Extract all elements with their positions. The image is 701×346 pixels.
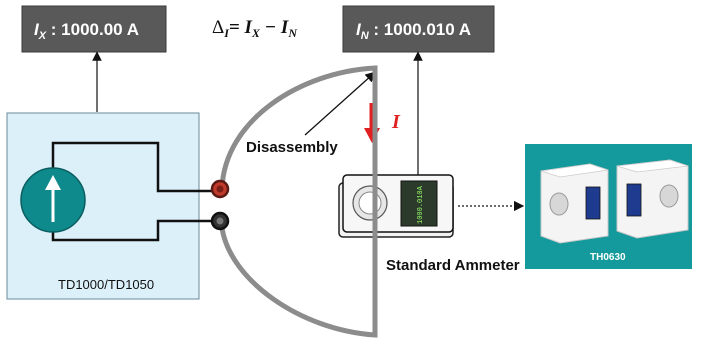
standard-ammeter: 1000.010A — [338, 174, 454, 238]
device-unit-right-hole — [659, 184, 679, 208]
source-arrow-icon — [45, 175, 61, 190]
red-terminal-core — [216, 185, 224, 193]
difference-formula: ΔI= IX − IN — [212, 17, 298, 40]
device-unit-left — [540, 163, 609, 244]
device-unit-right-top — [616, 159, 689, 173]
disassembly-label: Disassembly — [246, 139, 338, 156]
in-readout-text: IN : 1000.010 A — [356, 20, 471, 42]
black-terminal-core — [216, 217, 224, 225]
ix-readout-box — [21, 5, 167, 53]
device-panel: TH0630 — [525, 144, 692, 269]
source-wire-top — [51, 141, 218, 193]
ammeter-display-text: 1000.010A — [417, 185, 425, 224]
in-readout: IN : 1000.010 A — [342, 5, 495, 53]
source-wire-bottom — [51, 219, 218, 242]
ammeter-display — [400, 180, 438, 227]
ix-readout-text: IX : 1000.00 A — [34, 20, 139, 42]
device-unit-left-hole — [549, 192, 569, 216]
in-readout-box — [342, 5, 495, 53]
device-model-label: TH0630 — [590, 252, 626, 263]
device-unit-left-top — [540, 163, 609, 178]
device-unit-left-screen — [585, 186, 601, 220]
current-label: I — [391, 111, 401, 133]
ammeter-aperture-inner — [358, 191, 382, 215]
device-unit-right — [616, 159, 689, 239]
source-label: TD1000/TD1050 — [58, 277, 154, 292]
current-arrow-icon — [364, 128, 380, 143]
ix-readout: IX : 1000.00 A — [21, 5, 167, 53]
source-panel: TD1000/TD1050 — [6, 112, 218, 300]
device-unit-right-screen — [626, 183, 642, 217]
disassembly-pointer — [304, 71, 376, 136]
standard-ammeter-label: Standard Ammeter — [386, 257, 520, 274]
